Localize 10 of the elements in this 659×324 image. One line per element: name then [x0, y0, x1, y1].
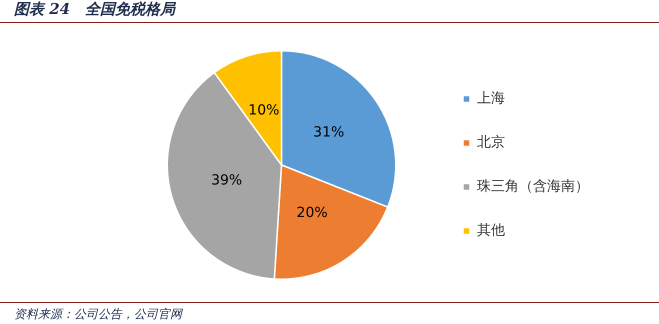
chart-title: 图表 24 全国免税格局 — [14, 0, 176, 19]
data-label: 20% — [296, 204, 328, 221]
text: 资料来源：公司公告，公司官网 — [14, 306, 182, 323]
legend-label: 珠三角（含海南） — [477, 178, 589, 195]
legend-label: 上海 — [477, 90, 505, 107]
legend-label: 北京 — [477, 134, 505, 151]
legend-label: 其他 — [477, 222, 505, 239]
data-label: 10% — [248, 102, 280, 118]
data-label: 31% — [313, 124, 344, 141]
data-label: 39% — [211, 172, 242, 189]
